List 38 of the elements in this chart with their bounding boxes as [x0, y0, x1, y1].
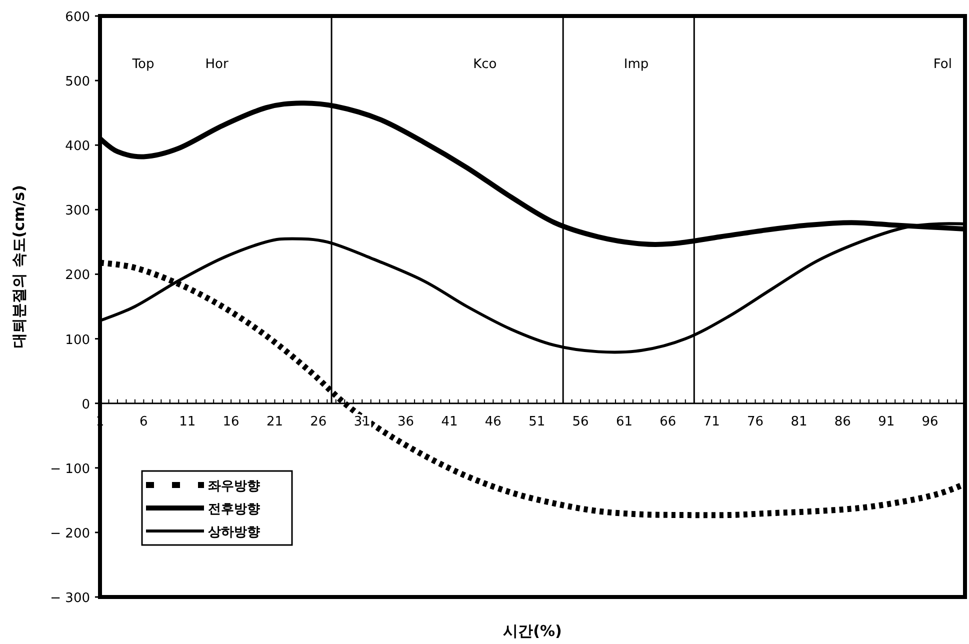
x-tick-label: 26: [310, 414, 327, 430]
x-tick-label: 41: [441, 414, 458, 430]
x-tick-label: 76: [747, 414, 764, 430]
x-tick-label: 46: [484, 414, 502, 430]
x-tick-label: 86: [834, 414, 851, 430]
x-tick-label: 21: [266, 414, 284, 430]
y-tick-label: 600: [65, 10, 90, 25]
x-axis-title: 시간(%): [503, 622, 562, 640]
x-tick-label: 51: [528, 414, 546, 430]
y-tick-label: 400: [65, 139, 90, 154]
annotation: Kco: [473, 57, 497, 72]
y-tick-label: 100: [65, 332, 90, 348]
annotation: Top: [131, 57, 154, 72]
x-tick-label: 36: [398, 414, 414, 430]
y-tick-label: − 200: [50, 526, 90, 542]
legend-label: 전후방향: [208, 502, 260, 517]
y-tick-label: 0: [82, 397, 90, 412]
x-tick-label: 6: [140, 414, 148, 430]
annotation: Hor: [205, 57, 229, 72]
legend-label: 좌우방향: [208, 479, 260, 494]
annotation: Fol: [933, 57, 952, 72]
x-tick-label: 96: [922, 414, 938, 430]
y-tick-label: − 100: [50, 462, 90, 477]
x-tick-label: 71: [703, 414, 720, 430]
y-tick-label: 500: [65, 74, 90, 90]
x-tick-label: 66: [660, 414, 676, 430]
x-tick-label: 16: [222, 414, 240, 430]
y-axis-title: 대퇴분절의 속도(cm/s): [10, 185, 28, 348]
x-tick-label: 81: [790, 414, 808, 430]
y-tick-label: 300: [65, 204, 90, 219]
y-tick-label: − 300: [50, 591, 90, 606]
x-tick-label: 56: [572, 414, 589, 430]
y-tick-label: 200: [65, 268, 90, 284]
annotation: Imp: [624, 57, 649, 72]
x-tick-label: 91: [878, 414, 895, 430]
x-tick-label: 61: [616, 414, 633, 430]
legend-label: 상하방향: [208, 525, 260, 540]
x-tick-label: 11: [179, 414, 196, 430]
